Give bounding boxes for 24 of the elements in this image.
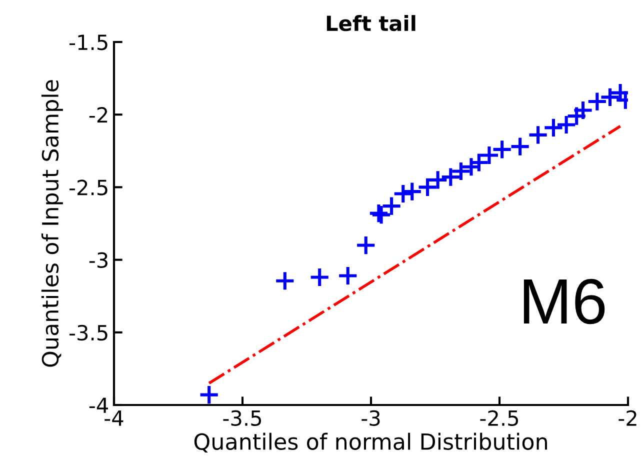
point (586, 91, 608, 112)
point (309, 266, 330, 288)
x-tick-label: -2.5 (480, 410, 518, 426)
point (338, 265, 358, 286)
x-axis-title: Quantiles of normal Distribution (194, 432, 547, 453)
x-tick-label: -2 (618, 410, 636, 426)
chart-title: Left tail (326, 15, 416, 32)
x-tick-label: -3 (362, 410, 380, 426)
annotation: M6 (524, 278, 605, 324)
y-axis-title: Quantiles of Input Sample (41, 80, 63, 367)
y-tick-label: -1.5 (70, 34, 108, 50)
y-tick-label: -2 (89, 107, 108, 123)
point (510, 136, 530, 157)
point (198, 384, 220, 405)
point (543, 117, 564, 138)
y-tick-label: -2.5 (70, 180, 108, 196)
point (274, 270, 296, 292)
point (528, 124, 548, 146)
y-tick-label: -3.5 (70, 324, 108, 341)
point (356, 234, 376, 256)
x-tick-label: -3.5 (223, 410, 262, 426)
x-tick-label: -4 (104, 410, 124, 426)
y-tick-label: -3 (89, 252, 108, 268)
y-tick-label: -4 (89, 398, 108, 413)
